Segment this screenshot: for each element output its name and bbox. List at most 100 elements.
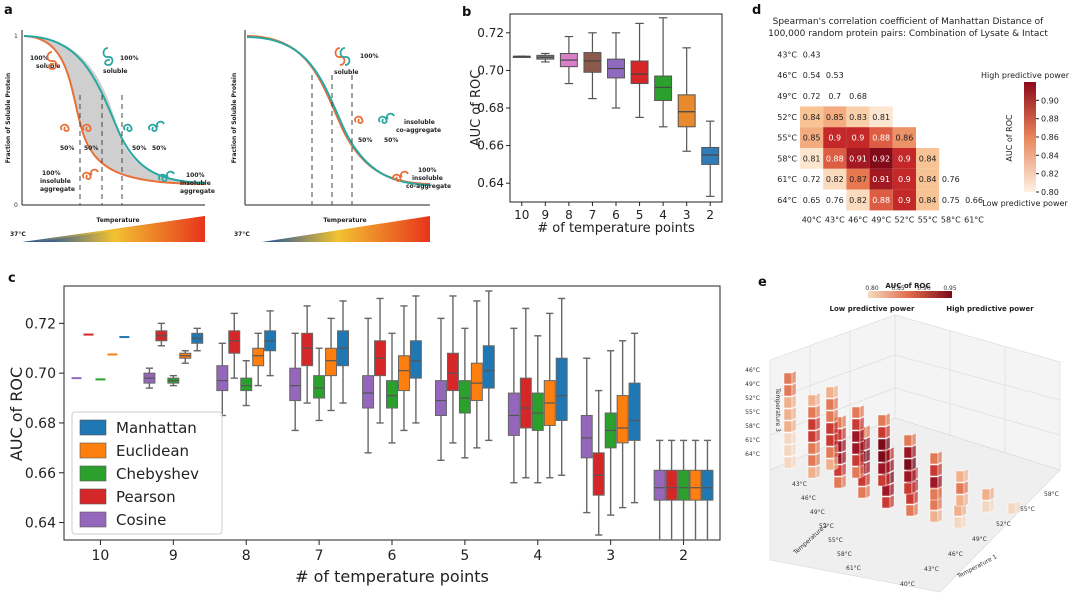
y-axis-b: 0.64 0.66 0.68 0.70 0.72 — [477, 26, 510, 190]
bar3d-side — [889, 470, 895, 485]
shaded-gap — [24, 36, 205, 184]
heatmap-cell — [800, 64, 824, 86]
bar3d-segment — [825, 386, 835, 399]
bar3d-segment — [877, 462, 887, 475]
bar3d-side — [815, 392, 821, 407]
b-xtick-label: 3 — [683, 208, 691, 222]
panel-label-c: c — [8, 271, 16, 286]
bar3d-segment — [783, 372, 793, 385]
c-box-Euclidean — [616, 395, 629, 444]
bar3d-segment — [929, 464, 939, 477]
bar3d-segment — [825, 410, 835, 423]
bar3d-side — [859, 416, 865, 431]
c-box-Cosine — [289, 367, 302, 402]
heatmap-cell-value: 0.88 — [872, 196, 890, 205]
bar3d-segment — [877, 450, 887, 463]
bar3d-segment — [905, 504, 915, 517]
curve-schematic-right: Fraction of Soluble Protein Temperature … — [231, 30, 451, 242]
t1-tick-label: 49°C — [972, 536, 987, 543]
heatmap-row-label: 61°C — [777, 175, 797, 184]
y-tick-0: 0 — [14, 202, 18, 209]
bar3d-segment — [929, 498, 939, 511]
heatmap-cell-value: 0.7 — [828, 92, 841, 101]
ann-l-5: 50% — [84, 145, 98, 152]
b-ytick-label: 0.72 — [477, 26, 504, 40]
bar3d-segment — [825, 458, 835, 471]
bar3d-segment — [825, 446, 835, 459]
panel-a: a 1 0 Fraction of Soluble Protein Temper… — [4, 3, 451, 242]
c-box-Chebyshev — [677, 469, 690, 501]
bar3d-side — [833, 408, 839, 423]
bar3d-segment — [783, 432, 793, 445]
heatmap-cell-value: 0.81 — [872, 113, 890, 122]
ann-l-9: insoluble — [40, 178, 71, 185]
bar3d-side — [911, 480, 917, 495]
heatmap-cell — [892, 189, 916, 211]
c-box-Chebyshev — [531, 392, 544, 431]
bar3d-side — [913, 490, 919, 505]
b-xtick-label: 9 — [542, 208, 550, 222]
heatmap-cell — [800, 189, 824, 211]
bar3d-segment — [955, 494, 965, 507]
heatmap-cell-value: 0.9 — [852, 134, 865, 143]
panel-label-a: a — [4, 3, 13, 18]
bar3d-side — [961, 514, 967, 529]
heatmap-cell — [892, 148, 916, 169]
heatmap-cell-value: 0.84 — [803, 113, 821, 122]
bar3d-side — [937, 474, 943, 489]
ann-r-1: soluble — [334, 69, 358, 76]
t2-tick-label: 43°C — [792, 481, 807, 488]
t2-tick-label: 58°C — [837, 551, 852, 558]
bar3d-side — [815, 416, 821, 431]
heatmap-row-labels: 43°C 46°C 49°C 52°C 55°C 58°C 61°C 64°C — [777, 50, 797, 205]
heatmap-cell-value: 0.9 — [898, 196, 911, 205]
ann-r-6: 100% — [418, 167, 437, 174]
heatmap-cell-value: 0.76 — [826, 196, 844, 205]
bar3d-side — [791, 430, 797, 445]
c-xtick-label: 5 — [460, 548, 469, 564]
ann-r-8: co-aggregate — [406, 183, 451, 190]
panel-label-d: d — [752, 3, 761, 18]
heatmap-cell-value: 0.81 — [803, 154, 821, 163]
bar3d-segment — [929, 476, 939, 489]
bar3d-side — [815, 452, 821, 467]
heatmap-title-line2: 100,000 random protein pairs: Combinatio… — [768, 29, 1048, 39]
heatmap-cell-value: 0.82 — [849, 196, 867, 205]
bar3d-segment — [953, 516, 963, 529]
ann-l-7: 50% — [152, 145, 166, 152]
bar3d-segment — [851, 406, 861, 419]
bar3d-segment — [807, 418, 817, 431]
bar3d-side — [865, 472, 871, 487]
c-ytick-label: 0.68 — [25, 416, 56, 432]
ylabel-fraction-soluble: Fraction of Soluble Protein — [5, 73, 12, 164]
heatmap-cell-value: 0.83 — [849, 113, 867, 122]
y-tick-1: 1 — [14, 33, 18, 40]
heatmap-cell — [823, 64, 847, 86]
bar3d-segment — [877, 474, 887, 487]
heatmap-row-label: 58°C — [777, 154, 797, 163]
c-box-Pearson — [446, 352, 459, 392]
t1-tick-label: 58°C — [1044, 491, 1059, 498]
colorbar-e-tick-label: 0.95 — [943, 285, 957, 292]
low-predictive-label-e: Low predictive power — [830, 305, 915, 313]
curve-schematic-left: 1 0 Fraction of Soluble Protein Temperat… — [5, 30, 215, 242]
colorbar-d-tick-label: 0.82 — [1041, 170, 1059, 179]
bar3d-side — [859, 428, 865, 443]
bar3d-side — [833, 420, 839, 435]
colorbar-d-tick-label: 0.90 — [1041, 96, 1059, 105]
heatmap-col-label: 40°C — [802, 215, 822, 224]
heatmap-cell-value: 0.88 — [826, 154, 844, 163]
b-ytick-label: 0.66 — [477, 139, 504, 153]
heatmap-col-label: 49°C — [871, 215, 891, 224]
bar3d-segment — [955, 470, 965, 483]
bar3d-side — [889, 446, 895, 461]
heatmap-cell — [800, 127, 824, 148]
heatmap-cell-value: 0.85 — [803, 134, 821, 143]
bar3d-side — [841, 438, 847, 453]
c-box-Chebyshev — [313, 375, 326, 399]
heatmap-cell — [800, 148, 824, 169]
bar3d-segment — [825, 434, 835, 447]
heatmap-cell — [846, 148, 870, 169]
panel-label-e: e — [758, 275, 767, 290]
legend-swatch-pearson — [79, 488, 107, 505]
